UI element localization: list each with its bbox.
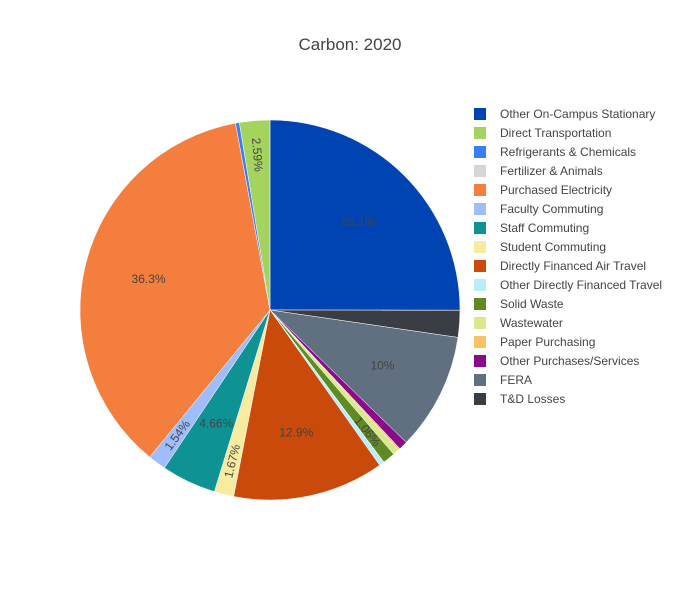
legend-swatch: [474, 260, 486, 272]
pie-slice-direct-transportation[interactable]: [239, 119, 271, 311]
legend-swatch: [474, 317, 486, 329]
legend-swatch: [474, 203, 486, 215]
legend-swatch: [474, 241, 486, 253]
slice-label-directly-financed-air-travel: 12.9%: [279, 426, 313, 440]
legend-item-wastewater[interactable]: Wastewater: [474, 316, 563, 330]
legend-label: Faculty Commuting: [500, 202, 603, 216]
pie-slice-purchased-electricity[interactable]: [79, 122, 271, 458]
legend-swatch: [474, 374, 486, 386]
legend-swatch: [474, 336, 486, 348]
legend-label: Other Purchases/Services: [500, 354, 639, 368]
legend-label: Student Commuting: [500, 240, 606, 254]
pie-slice-fera[interactable]: [269, 309, 459, 443]
legend-item-student-commuting[interactable]: Student Commuting: [474, 240, 606, 254]
slice-label-direct-transportation: 2.59%: [249, 137, 266, 172]
slice-label-fera: 10%: [370, 358, 394, 372]
legend-swatch: [474, 165, 486, 177]
legend-label: Direct Transportation: [500, 126, 611, 140]
legend: Other On-Campus Stationary Direct Transpo…: [474, 107, 662, 406]
legend-label: Fertilizer & Animals: [500, 164, 603, 178]
legend-label: Solid Waste: [500, 297, 564, 311]
legend-item-fertilizer-animals[interactable]: Fertilizer & Animals: [474, 164, 603, 178]
legend-item-paper-purchasing[interactable]: Paper Purchasing: [474, 335, 595, 349]
legend-label: Refrigerants & Chemicals: [500, 145, 636, 159]
legend-swatch: [474, 108, 486, 120]
legend-item-t-d-losses[interactable]: T&D Losses: [474, 392, 565, 406]
legend-label: Wastewater: [500, 316, 563, 330]
slice-label-other-on-campus-stationary: 25.1%: [342, 214, 376, 228]
legend-label: Other Directly Financed Travel: [500, 278, 662, 292]
legend-item-other-on-campus-stationary[interactable]: Other On-Campus Stationary: [474, 107, 655, 121]
legend-label: Purchased Electricity: [500, 183, 612, 197]
legend-label: Staff Commuting: [500, 221, 589, 235]
legend-item-staff-commuting[interactable]: Staff Commuting: [474, 221, 589, 235]
legend-swatch: [474, 355, 486, 367]
legend-swatch: [474, 298, 486, 310]
legend-label: Directly Financed Air Travel: [500, 259, 646, 273]
legend-swatch: [474, 127, 486, 139]
legend-item-purchased-electricity[interactable]: Purchased Electricity: [474, 183, 612, 197]
legend-label: Paper Purchasing: [500, 335, 595, 349]
pie-slice-other-on-campus-stationary[interactable]: [269, 119, 461, 311]
legend-item-other-directly-financed-travel[interactable]: Other Directly Financed Travel: [474, 278, 662, 292]
legend-item-directly-financed-air-travel[interactable]: Directly Financed Air Travel: [474, 259, 646, 273]
legend-item-direct-transportation[interactable]: Direct Transportation: [474, 126, 611, 140]
legend-label: T&D Losses: [500, 392, 565, 406]
slice-label-staff-commuting: 4.66%: [199, 416, 233, 430]
legend-label: FERA: [500, 373, 532, 387]
legend-item-solid-waste[interactable]: Solid Waste: [474, 297, 564, 311]
legend-swatch: [474, 222, 486, 234]
legend-item-refrigerants-chemicals[interactable]: Refrigerants & Chemicals: [474, 145, 636, 159]
legend-item-faculty-commuting[interactable]: Faculty Commuting: [474, 202, 603, 216]
legend-label: Other On-Campus Stationary: [500, 107, 655, 121]
legend-swatch: [474, 279, 486, 291]
legend-swatch: [474, 184, 486, 196]
legend-item-fera[interactable]: FERA: [474, 373, 532, 387]
legend-item-other-purchases-services[interactable]: Other Purchases/Services: [474, 354, 639, 368]
pie-slices: [79, 119, 461, 501]
chart-title: Carbon: 2020: [298, 35, 401, 54]
legend-swatch: [474, 393, 486, 405]
pie-slice-directly-financed-air-travel[interactable]: [233, 309, 380, 501]
slice-label-purchased-electricity: 36.3%: [132, 272, 166, 286]
legend-swatch: [474, 146, 486, 158]
